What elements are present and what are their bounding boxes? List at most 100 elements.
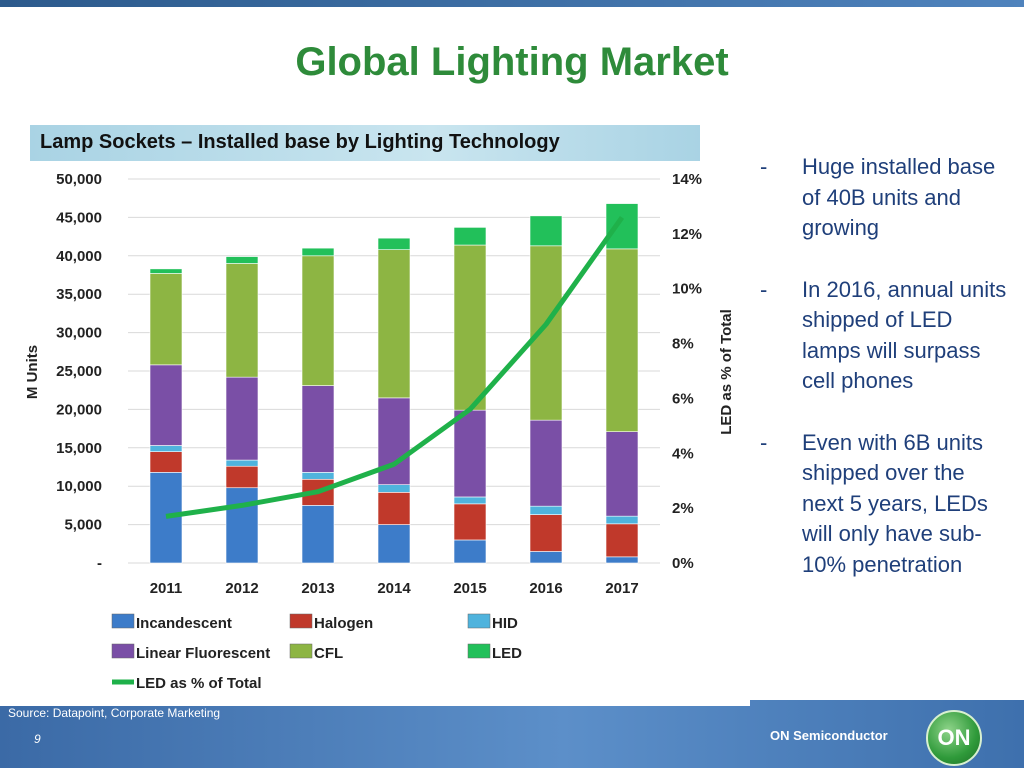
bar-segment-linear-fluorescent [377,397,411,485]
legend-label: LED [492,645,522,662]
bar-segment-incandescent [453,539,487,564]
x-tick-label: 2013 [301,580,334,597]
legend-label: CFL [314,645,343,662]
x-tick-label: 2014 [377,580,411,597]
bullet-list: - Huge installed base of 40B units and g… [760,152,1010,611]
bullet-text: In 2016, annual units shipped of LED lam… [802,276,1007,394]
chart-title: Lamp Sockets – Installed base by Lightin… [40,131,560,153]
y2-tick-label: 0% [672,555,694,572]
bullet-text: Even with 6B units shipped over the next… [802,429,988,577]
led-percent-line [165,215,625,519]
top-accent-bar [0,0,1024,7]
bullet-item: - Even with 6B units shipped over the ne… [760,428,1010,581]
footer-divider [0,700,750,706]
bullet-text: Huge installed base of 40B units and gro… [802,154,996,240]
bar-segment-hid [301,472,335,480]
y-tick-label: 35,000 [56,286,102,303]
y-tick-label: 20,000 [56,401,102,418]
legend-swatch [467,643,491,659]
brand-name: ON Semiconductor [770,728,888,743]
bar-segment-led [453,227,487,246]
bullet-item: - Huge installed base of 40B units and g… [760,152,1010,244]
bar-segment-cfl [529,245,563,421]
x-tick-label: 2017 [605,580,638,597]
company-logo: ON [926,710,982,766]
y-tick-label: 30,000 [56,325,102,342]
bar-segment-hid [529,505,563,515]
bar-segment-linear-fluorescent [605,431,639,517]
bar-segment-hid [377,484,411,493]
y-tick-label: 25,000 [56,363,102,380]
x-tick-label: 2011 [150,580,183,597]
legend-label: Incandescent [136,615,232,632]
bar-segment-cfl [301,255,335,386]
bar-segment-linear-fluorescent [149,364,183,446]
legend-swatch [111,643,135,659]
bar-segment-incandescent [377,524,411,564]
bar-segment-led [149,268,183,274]
bar-segment-halogen [453,503,487,541]
bar-segment-cfl [225,263,259,378]
bullet-dash: - [760,276,768,302]
page-number: 9 [34,732,41,746]
logo-text: ON [937,725,971,750]
bar-segment-halogen [605,523,639,558]
bullet-item: - In 2016, annual units shipped of LED l… [760,275,1010,397]
y2-tick-label: 6% [672,390,694,407]
source-note: Source: Datapoint, Corporate Marketing [8,706,221,720]
bar-segment-halogen [377,492,411,525]
stacked-bar-chart: - 5,000 10,000 15,000 20,000 25,000 30,000 35,0… [24,171,735,692]
y-tick-label: 5,000 [64,517,102,534]
bar-segment-linear-fluorescent [301,385,335,473]
bar-segment-halogen [149,451,183,473]
bar-segment-cfl [377,249,411,399]
chart-title-band [30,125,700,161]
bar-segment-incandescent [605,556,639,564]
bar-segment-hid [225,459,259,467]
bar-segment-halogen [529,514,563,552]
footer-bar [0,700,1024,768]
bar-segment-led [529,215,563,247]
y2-tick-label: 4% [672,445,694,462]
y2-tick-label: 14% [672,171,702,188]
bar-segment-linear-fluorescent [225,376,259,461]
y2-tick-label: 2% [672,500,694,517]
bar-segment-cfl [149,273,183,366]
bullet-dash: - [760,154,768,179]
bar-segment-led [377,237,411,250]
legend-label: Linear Fluorescent [136,645,270,662]
y2-tick-label: 12% [672,226,702,243]
bar-segment-cfl [605,248,639,432]
legend-swatch [111,613,135,629]
x-tick-label: 2015 [453,580,486,597]
bar-segment-halogen [225,465,259,489]
y-tick-label: 40,000 [56,248,102,265]
bar-segment-linear-fluorescent [453,409,487,498]
legend-label: LED as % of Total [136,675,262,692]
slide-title: Global Lighting Market [295,40,729,84]
y2-tick-label: 8% [672,336,694,353]
legend-swatch [289,613,313,629]
bar-segment-linear-fluorescent [529,419,563,507]
bar-segment-hid [453,496,487,505]
bar-segment-incandescent [225,487,259,564]
x-tick-label: 2012 [225,580,258,597]
legend-label: Halogen [314,615,373,632]
bar-segment-led [301,247,335,257]
x-tick-label: 2016 [529,580,562,597]
y-tick-label: 45,000 [56,209,102,226]
bar-segment-incandescent [301,505,335,564]
bar-segment-incandescent [529,551,563,564]
legend-swatch [289,643,313,659]
bar-segment-incandescent [149,472,183,564]
bar-segment-cfl [453,244,487,411]
y-axis-label: M Units [24,345,41,399]
bar-segment-hid [149,445,183,452]
y2-axis-label: LED as % of Total [718,309,735,435]
bullet-dash: - [760,429,768,455]
y-tick-label: 15,000 [56,440,102,457]
bar-segment-led [225,256,259,264]
legend-swatch [467,613,491,629]
y-tick-label: 50,000 [56,171,102,188]
y2-tick-label: 10% [672,281,702,298]
